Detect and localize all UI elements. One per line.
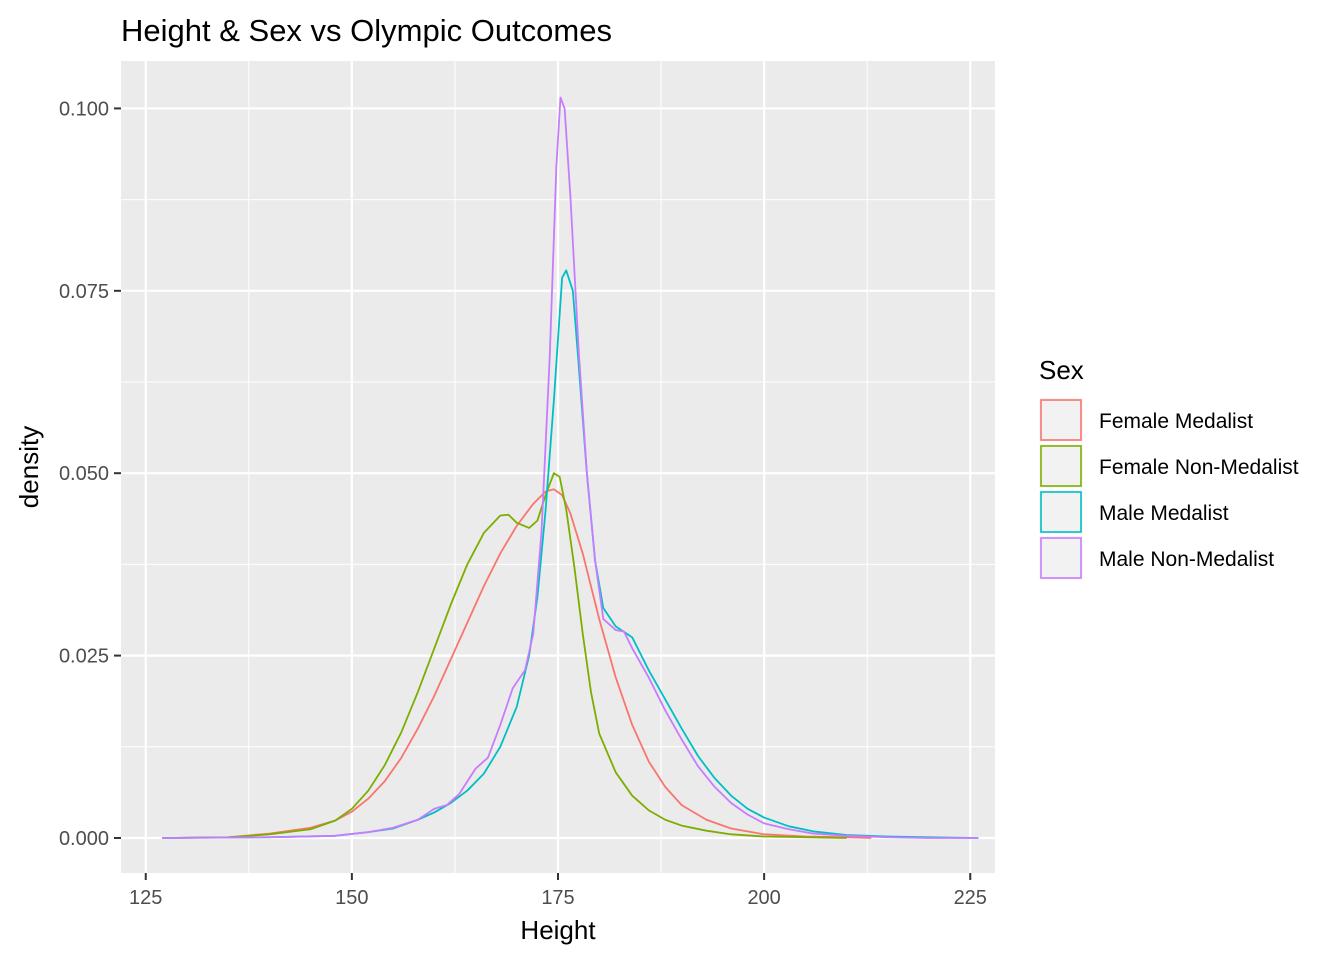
legend-key-swatch: [1040, 399, 1082, 441]
y-axis-title: density: [14, 426, 44, 508]
series-line-female-medalist: [162, 488, 872, 839]
y-tick-label: 0.100: [59, 98, 109, 120]
y-axis: 0.000 0.025 0.050 0.075 0.100: [59, 98, 121, 850]
legend-label: Male Non-Medalist: [1099, 548, 1274, 571]
legend-label: Female Non-Medalist: [1099, 456, 1299, 479]
legend-item-male-non-medalist: Male Non-Medalist: [1038, 535, 1274, 581]
legend-item-female-non-medalist: Female Non-Medalist: [1038, 443, 1299, 489]
y-tick-label: 0.075: [59, 281, 109, 303]
legend-label: Female Medalist: [1099, 410, 1253, 433]
x-axis: 125 150 175 200 225: [129, 873, 987, 909]
legend-key-swatch: [1040, 491, 1082, 533]
legend-key-swatch: [1040, 445, 1082, 487]
legend-label: Male Medalist: [1099, 502, 1229, 525]
x-tick-label: 150: [335, 887, 368, 909]
series-line-female-non-medalist: [162, 472, 847, 839]
x-tick-label: 125: [129, 887, 162, 909]
series-line-male-medalist: [162, 269, 979, 839]
major-gridlines: [121, 61, 995, 873]
legend-item-female-medalist: Female Medalist: [1038, 397, 1253, 443]
density-lines: [162, 96, 979, 839]
x-tick-label: 175: [541, 887, 574, 909]
series-line-male-non-medalist: [162, 96, 979, 839]
legend: Sex Female Medalist Female Non-Medalist Ma…: [1038, 355, 1299, 581]
y-tick-label: 0.000: [59, 828, 109, 850]
chart-title: Height & Sex vs Olympic Outcomes: [121, 13, 612, 48]
legend-title: Sex: [1039, 355, 1084, 385]
x-tick-label: 225: [954, 887, 987, 909]
x-axis-title: Height: [520, 915, 596, 945]
y-tick-label: 0.025: [59, 646, 109, 668]
legend-key-swatch: [1040, 537, 1082, 579]
x-tick-label: 200: [747, 887, 780, 909]
legend-item-male-medalist: Male Medalist: [1038, 489, 1229, 535]
y-tick-label: 0.050: [59, 463, 109, 485]
